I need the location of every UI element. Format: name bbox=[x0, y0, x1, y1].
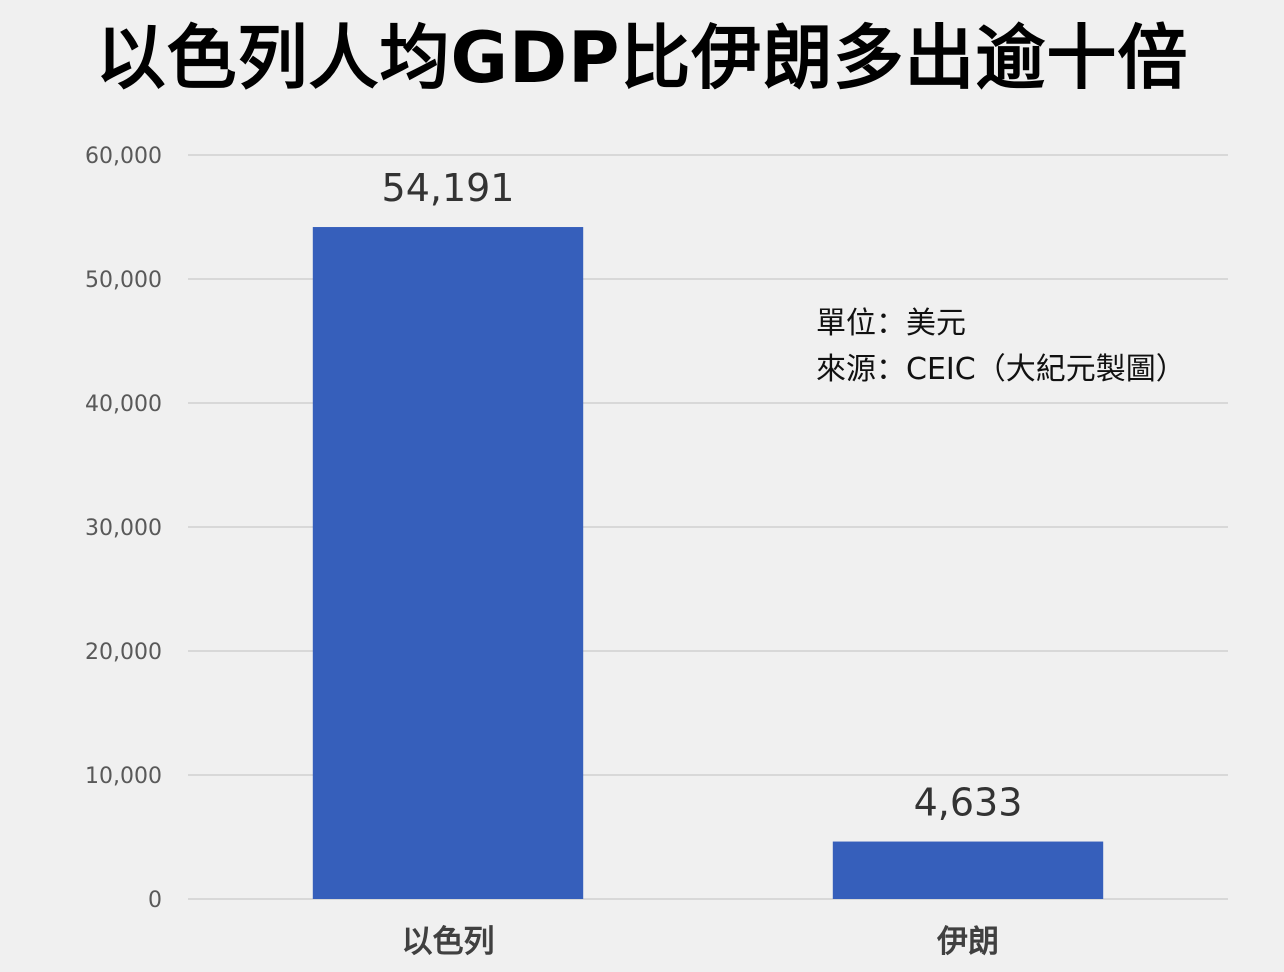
bars bbox=[312, 227, 1104, 899]
y-tick-label: 20,000 bbox=[85, 640, 162, 665]
value-labels: 54,191 4,633 bbox=[382, 166, 1023, 825]
chart-title: 以色列人均GDP比伊朗多出逾十倍 bbox=[95, 17, 1189, 99]
bar-0 bbox=[312, 227, 584, 899]
value-label: 4,633 bbox=[914, 781, 1023, 825]
y-tick-label: 40,000 bbox=[85, 392, 162, 417]
y-tick-label: 30,000 bbox=[85, 516, 162, 541]
x-tick-label: 伊朗 bbox=[936, 924, 999, 960]
y-axis-tick-labels: 0 10,000 20,000 30,000 40,000 50,000 60,000 bbox=[85, 144, 162, 913]
x-tick-label: 以色列 bbox=[402, 924, 495, 960]
value-label: 54,191 bbox=[382, 166, 515, 210]
bar-1 bbox=[832, 841, 1104, 899]
x-axis-tick-labels: 以色列 伊朗 bbox=[402, 924, 1000, 960]
y-tick-label: 10,000 bbox=[85, 764, 162, 789]
y-tick-label: 0 bbox=[148, 888, 162, 913]
y-tick-label: 50,000 bbox=[85, 268, 162, 293]
unit-note: 單位：美元 bbox=[816, 306, 966, 341]
y-tick-label: 60,000 bbox=[85, 144, 162, 169]
source-note: 來源：CEIC（大紀元製圖） bbox=[816, 352, 1186, 387]
